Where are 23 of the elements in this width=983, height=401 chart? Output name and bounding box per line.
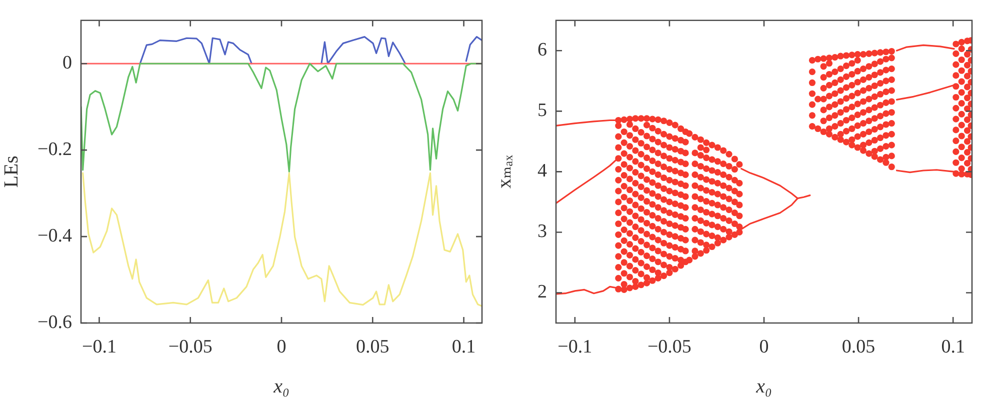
y-tick-label: 5	[538, 100, 547, 122]
x-tick-label: −0.05	[647, 336, 692, 358]
x-axis-title: x₀	[272, 375, 290, 398]
y-axis-title: LEs	[0, 155, 22, 188]
y-tick-label: −0.4	[38, 226, 72, 247]
x-axis-title: x₀	[755, 375, 772, 398]
x-tick-label: 0.1	[452, 336, 476, 358]
x-tick-label: 0	[759, 336, 769, 358]
y-tick-label: 4	[538, 160, 548, 182]
y-tick-label: 2	[538, 282, 547, 303]
x-tick-label: 0.05	[356, 336, 390, 358]
x-tick-label: 0.1	[941, 336, 965, 358]
y-tick-label: 3	[538, 221, 547, 242]
x-tick-label: −0.1	[558, 336, 592, 358]
x-tick-label: −0.1	[82, 336, 116, 358]
y-tick-label: 6	[538, 40, 547, 61]
y-tick-label: −0.2	[38, 139, 72, 160]
y-tick-label: −0.6	[38, 312, 72, 333]
y-tick-label: 0	[62, 52, 72, 74]
y-axis-title: xₘₐₓ	[493, 154, 516, 188]
x-tick-label: 0.05	[842, 336, 876, 358]
x-tick-label: 0	[276, 336, 286, 358]
x-tick-label: −0.05	[168, 336, 212, 358]
